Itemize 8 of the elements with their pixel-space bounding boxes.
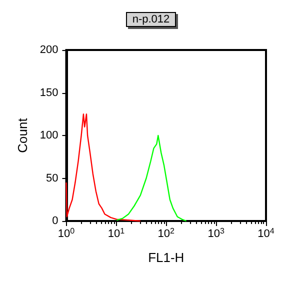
chart-title: n-p.012 [132, 14, 170, 26]
y-tick-label: 150 [40, 86, 58, 99]
y-axis-title: Count [15, 118, 30, 153]
x-axis-title: FL1-H [148, 250, 184, 265]
y-tick-label: 100 [40, 130, 58, 142]
y-tick-label: 0 [52, 215, 58, 227]
y-tick-label: 200 [40, 44, 58, 56]
y-tick-label: 50 [46, 172, 58, 184]
